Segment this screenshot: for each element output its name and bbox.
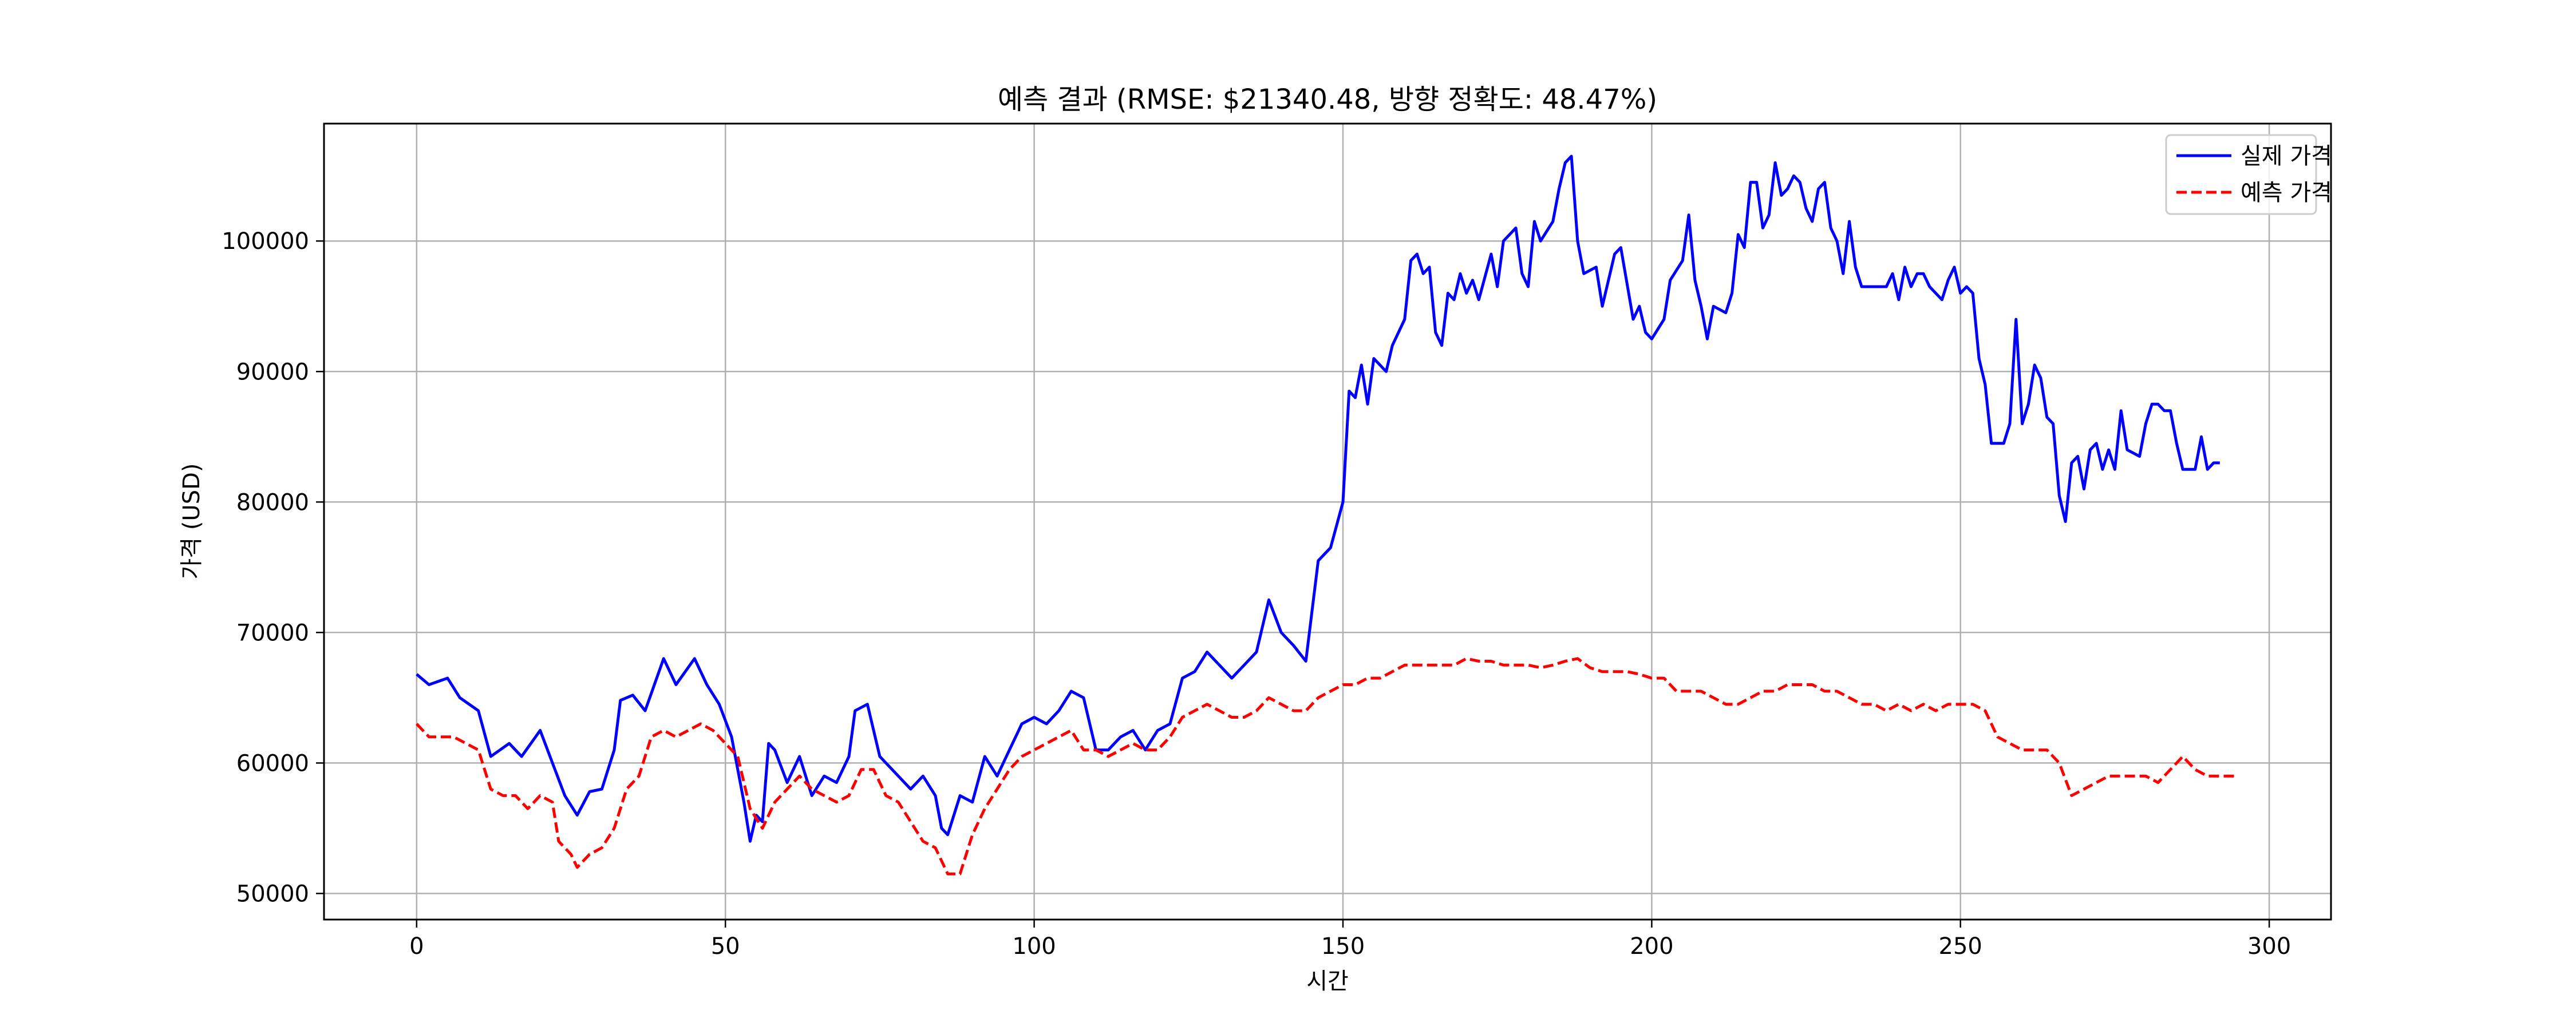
x-tick-label: 300 <box>2247 933 2291 960</box>
x-axis-label: 시간 <box>1306 968 1349 995</box>
chart-title: 예측 결과 (RMSE: $21340.48, 방향 정확도: 48.47%) <box>998 84 1657 116</box>
y-tick-label: 100000 <box>222 228 309 255</box>
x-tick-label: 200 <box>1630 933 1673 960</box>
legend-label-actual: 실제 가격 <box>2241 143 2332 169</box>
y-axis-label: 가격 (USD) <box>179 464 205 580</box>
y-tick-label: 90000 <box>236 359 309 385</box>
y-tick-label: 70000 <box>236 620 309 646</box>
x-tick-label: 250 <box>1939 933 1982 960</box>
legend: 실제 가격 예측 가격 <box>2166 135 2332 214</box>
y-tick-label: 50000 <box>236 881 309 907</box>
x-tick-label: 100 <box>1012 933 1056 960</box>
legend-label-predicted: 예측 가격 <box>2241 180 2332 206</box>
x-tick-label: 50 <box>711 933 740 960</box>
y-tick-label: 80000 <box>236 489 309 516</box>
y-tick-label: 60000 <box>236 750 309 777</box>
x-tick-label: 150 <box>1321 933 1365 960</box>
x-tick-label: 0 <box>409 933 424 960</box>
